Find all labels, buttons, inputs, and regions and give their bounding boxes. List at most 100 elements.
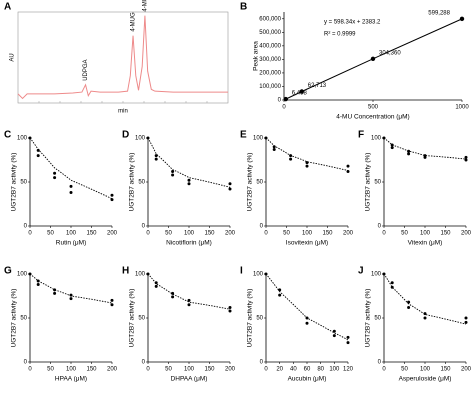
y-axis-label: UGT2B7 activity (%) (129, 153, 136, 212)
x-tick-label: 0 (146, 231, 150, 237)
fit-line (147, 137, 231, 188)
y-tick-label: 50 (138, 316, 145, 322)
y-axis-label: UGT2B7 activity (%) (11, 289, 18, 348)
data-point (390, 281, 394, 285)
x-tick-label: 150 (204, 367, 215, 373)
y-tick-label: 100 (253, 272, 264, 278)
y-axis-label: UGT2B7 activity (%) (11, 153, 18, 212)
y-axis-label: AU (10, 53, 16, 61)
x-tick-label: 100 (66, 367, 77, 373)
data-point (407, 152, 411, 156)
data-point (69, 191, 73, 195)
y-tick-label: 0 (378, 224, 382, 230)
data-point (264, 136, 268, 140)
x-tick-label: 200 (107, 367, 118, 373)
x-tick-label: 100 (184, 231, 195, 237)
data-point (110, 193, 114, 197)
y-tick-label: 50 (20, 316, 27, 322)
data-point (390, 146, 394, 150)
value-label: 599,288 (428, 10, 450, 16)
data-point (36, 154, 40, 158)
panel-letter: G (4, 266, 12, 277)
y-tick-label: 50 (256, 316, 263, 322)
x-tick-label: 0 (382, 231, 386, 237)
x-tick-label: 150 (440, 231, 451, 237)
x-tick-label: 120 (343, 367, 354, 373)
data-point (305, 321, 309, 325)
peak-label: UDPGA (83, 59, 89, 80)
data-point (110, 298, 114, 302)
data-point (346, 164, 350, 168)
data-point (36, 148, 40, 152)
data-point (332, 329, 336, 333)
data-point (228, 305, 232, 309)
x-tick-label: 0 (264, 367, 268, 373)
y-axis-label: UGT2B7 activity (%) (365, 153, 372, 212)
data-point (289, 157, 293, 161)
data-point (423, 155, 427, 159)
y-tick-label: 50 (374, 316, 381, 322)
panel-letter: I (240, 266, 243, 277)
y-tick-label: 50 (256, 180, 263, 186)
data-point (272, 147, 276, 151)
x-tick-label: 50 (401, 367, 408, 373)
data-point (305, 164, 309, 168)
y-tick-label: 300,000 (259, 57, 281, 63)
data-point (332, 334, 336, 338)
x-tick-label: 500 (368, 105, 379, 111)
data-point (187, 303, 191, 307)
y-axis-label: UGT2B7 activity (%) (247, 153, 254, 212)
y-tick-label: 100 (135, 136, 146, 142)
y-tick-label: 50 (374, 180, 381, 186)
x-axis-label: Nicotiflorin (μM) (166, 240, 212, 247)
data-point (69, 184, 73, 188)
data-point (346, 169, 350, 173)
data-point (171, 295, 175, 299)
x-tick-label: 40 (290, 367, 297, 373)
y-tick-label: 0 (378, 360, 382, 366)
y-tick-label: 100 (371, 136, 382, 142)
y-tick-label: 0 (260, 224, 264, 230)
data-point (228, 182, 232, 186)
x-tick-label: 50 (165, 367, 172, 373)
data-point (53, 171, 57, 175)
y-tick-label: 50 (138, 180, 145, 186)
x-tick-label: 200 (461, 367, 472, 373)
data-point (36, 279, 40, 283)
data-point (278, 288, 282, 292)
data-point (171, 173, 175, 177)
x-tick-label: 150 (322, 231, 333, 237)
x-tick-label: 100 (302, 231, 313, 237)
data-point (305, 316, 309, 320)
y-tick-label: 0 (260, 360, 264, 366)
x-axis-label: Rutin (μM) (56, 240, 86, 247)
x-tick-label: 1000 (455, 105, 469, 111)
x-tick-label: 0 (382, 367, 386, 373)
y-tick-label: 0 (142, 224, 146, 230)
x-axis-label: min (118, 109, 128, 115)
data-point (278, 293, 282, 297)
y-tick-label: 50 (20, 180, 27, 186)
data-point (407, 149, 411, 153)
x-tick-label: 20 (276, 367, 283, 373)
panel-letter: B (240, 2, 247, 13)
data-point (459, 16, 465, 22)
data-point (28, 136, 32, 140)
data-point (390, 143, 394, 147)
x-tick-label: 100 (66, 231, 77, 237)
x-tick-label: 150 (204, 231, 215, 237)
y-axis-label: UGT2B7 activity (%) (129, 289, 136, 348)
data-point (187, 178, 191, 182)
y-tick-label: 0 (24, 224, 28, 230)
panel-letter: J (358, 266, 364, 277)
data-point (146, 272, 150, 276)
panel-letter: D (122, 130, 129, 141)
y-tick-label: 100 (135, 272, 146, 278)
panel-letter: A (4, 2, 11, 13)
data-point (154, 281, 158, 285)
data-point (390, 285, 394, 289)
data-point (53, 176, 57, 180)
fit-line (265, 273, 349, 341)
x-tick-label: 100 (184, 367, 195, 373)
